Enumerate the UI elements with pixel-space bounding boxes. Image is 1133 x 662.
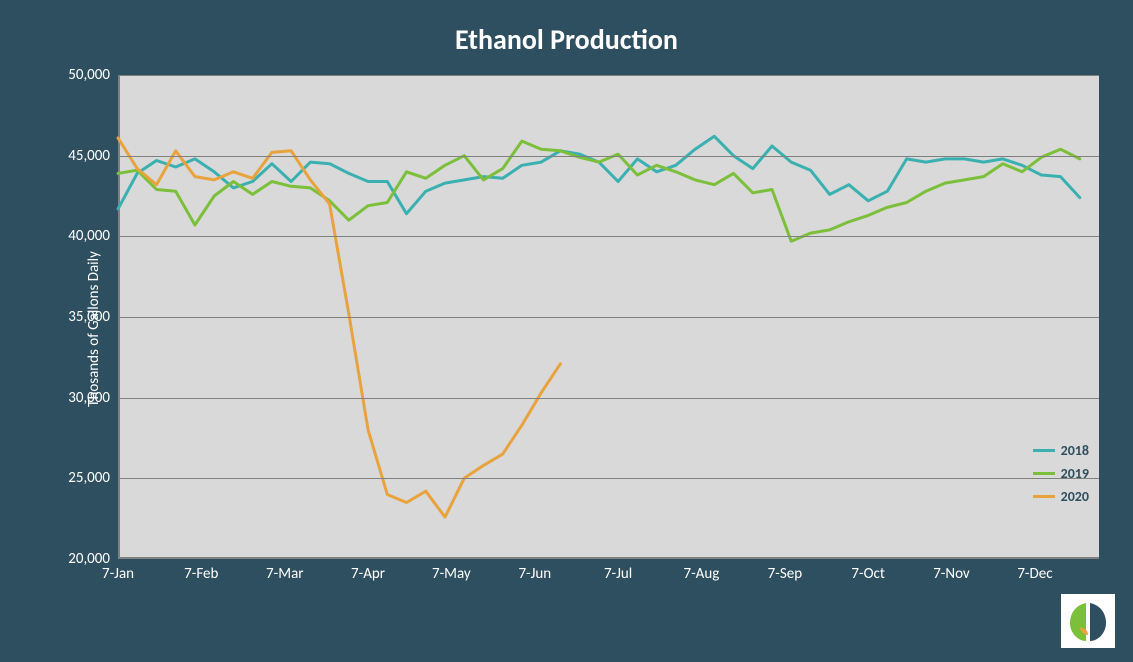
plot-area: 201820192020 20,00025,00030,00035,00040,… [118,75,1099,559]
x-tick-label: 7-Sep [768,565,802,583]
grid-line [118,317,1099,318]
y-tick-label: 40,000 [68,227,110,245]
x-tick-label: 7-Apr [351,565,385,583]
x-tick-label: 7-Aug [683,565,719,583]
legend-label: 2018 [1061,442,1089,459]
x-tick-label: 7-May [432,565,471,583]
y-tick-label: 50,000 [68,66,110,84]
legend-item-2019: 2019 [1033,465,1089,482]
legend-swatch [1033,495,1055,498]
chart-card: Ethanol Production Thosands of Gallons D… [18,14,1115,648]
x-tick-label: 7-Oct [851,565,885,583]
y-tick-label: 45,000 [68,147,110,165]
legend-swatch [1033,449,1055,452]
legend-label: 2019 [1061,465,1089,482]
plot-wrap: Thosands of Gallons Daily 2018 2019 2020 2… [76,69,1099,589]
grid-line [118,75,1099,76]
x-tick-label: 7-Jun [518,565,551,583]
x-tick-label: 7-Feb [184,565,218,583]
y-tick-label: 30,000 [68,389,110,407]
grid-line [118,478,1099,479]
legend-item-2018: 2018 [1033,442,1089,459]
series-2018 [118,136,1080,213]
legend-item-2020: 2020 [1033,488,1089,505]
y-axis-label: Thosands of Gallons Daily [85,251,103,407]
x-tick-label: 7-Jul [604,565,632,583]
chart-title: Ethanol Production [18,14,1115,63]
x-tick-label: 7-Dec [1017,565,1052,583]
y-tick-label: 35,000 [68,308,110,326]
grid-line [118,236,1099,237]
y-tick-label: 25,000 [68,469,110,487]
x-tick-label: 7-Nov [933,565,970,583]
logo-icon [1061,594,1115,648]
logo-svg [1066,599,1110,643]
x-tick-label: 7-Jan [102,565,134,583]
legend-swatch [1033,472,1055,475]
grid-line [118,156,1099,157]
legend-label: 2020 [1061,488,1089,505]
chart-frame: Ethanol Production Thosands of Gallons D… [0,0,1133,662]
grid-line [118,398,1099,399]
legend: 2018 2019 2020 [1033,436,1089,511]
series-2020 [118,138,560,517]
x-tick-label: 7-Mar [266,565,303,583]
